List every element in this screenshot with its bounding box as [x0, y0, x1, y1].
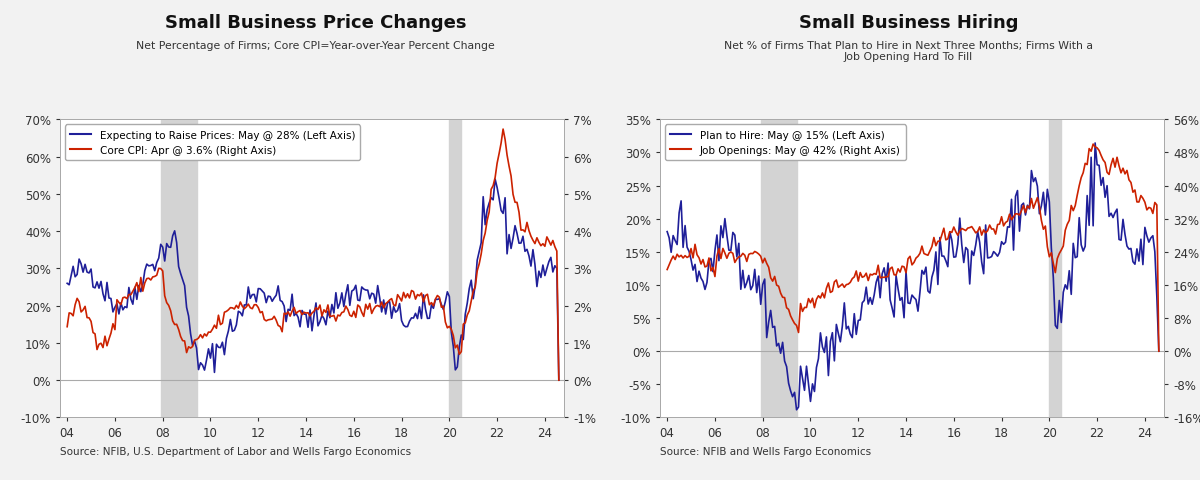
Text: Source: NFIB, U.S. Department of Labor and Wells Fargo Economics: Source: NFIB, U.S. Department of Labor a…: [60, 446, 412, 456]
Text: Source: NFIB and Wells Fargo Economics: Source: NFIB and Wells Fargo Economics: [660, 446, 871, 456]
Bar: [761, 120, 797, 418]
Legend: Plan to Hire: May @ 15% (Left Axis), Job Openings: May @ 42% (Right Axis): Plan to Hire: May @ 15% (Left Axis), Job…: [665, 125, 906, 161]
Text: Small Business Price Changes: Small Business Price Changes: [164, 14, 467, 32]
Text: Net Percentage of Firms; Core CPI=Year-over-Year Percent Change: Net Percentage of Firms; Core CPI=Year-o…: [137, 41, 494, 51]
Bar: [161, 120, 197, 418]
Bar: [449, 120, 461, 418]
Bar: [1049, 120, 1061, 418]
Text: Net % of Firms That Plan to Hire in Next Three Months; Firms With a
Job Opening : Net % of Firms That Plan to Hire in Next…: [724, 41, 1093, 62]
Legend: Expecting to Raise Prices: May @ 28% (Left Axis), Core CPI: Apr @ 3.6% (Right Ax: Expecting to Raise Prices: May @ 28% (Le…: [65, 125, 360, 161]
Text: Small Business Hiring: Small Business Hiring: [799, 14, 1018, 32]
